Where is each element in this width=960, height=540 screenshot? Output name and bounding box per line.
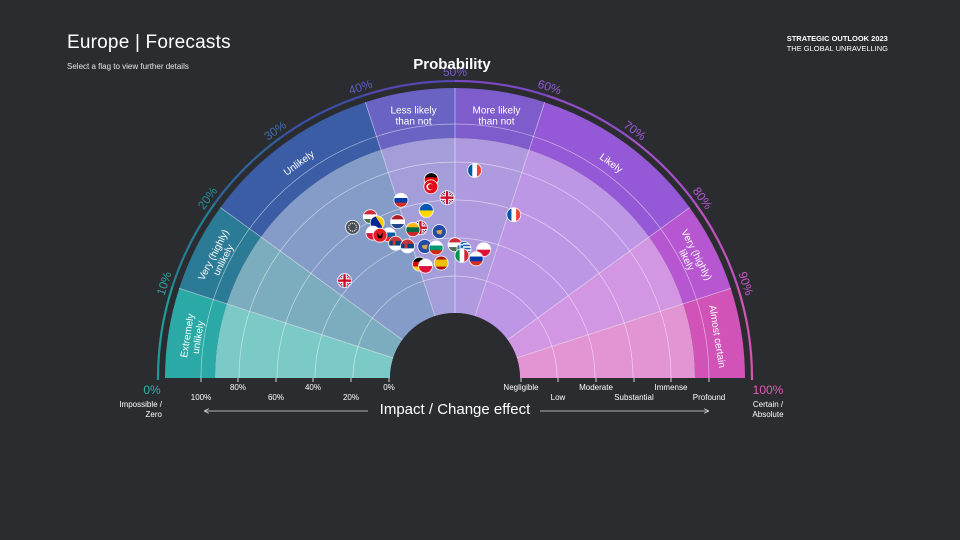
sector-label-band [683, 288, 745, 378]
impact-ring [200, 123, 710, 379]
probability-tick-label: 70% [621, 118, 649, 144]
page-subtitle: Select a flag to view further details [67, 62, 189, 71]
end-left-label-1: Impossible / [119, 400, 162, 409]
flag-markers [337, 162, 522, 289]
impact-tick-label: Immense [655, 383, 688, 392]
impact-tick-label: 60% [268, 393, 284, 402]
flag-kosovo-icon[interactable] [431, 224, 447, 240]
impact-tick-label: Substantial [614, 393, 654, 402]
impact-rings [200, 123, 710, 379]
sector-plot-area [260, 149, 435, 340]
sector-divider [220, 207, 403, 341]
page-title: Europe | Forecasts [67, 32, 231, 53]
probability-tick-label: 80% [690, 184, 716, 212]
flag-poland-icon[interactable] [476, 242, 492, 258]
end-right-label-1: Certain / [753, 400, 784, 409]
brand-block: STRATEGIC OUTLOOK 2023 THE GLOBAL UNRAVE… [787, 34, 888, 54]
impact-ring [238, 161, 672, 379]
sector-plot-area [475, 149, 650, 340]
sector-divider [179, 288, 394, 359]
impact-ring [276, 199, 634, 379]
sector-plot-area [455, 138, 530, 317]
sector-plot-area [215, 303, 394, 378]
flag-ukraine-icon[interactable] [418, 202, 434, 218]
sector-label-band [649, 207, 731, 304]
brand-line-1: STRATEGIC OUTLOOK 2023 [786, 34, 888, 43]
probability-scale-arc [213, 136, 282, 205]
flag-kosovo-icon[interactable] [417, 238, 433, 254]
flag-bulgaria-icon[interactable] [428, 240, 444, 256]
impact-tick-label: Profound [693, 393, 725, 402]
end-left-label-2: Zero [146, 410, 163, 419]
probability-scale-arc [694, 202, 739, 287]
sector-label-band [455, 88, 545, 150]
impact-tick-label: 40% [305, 383, 321, 392]
flag-turkey-icon[interactable] [423, 179, 439, 195]
sector-divider [516, 288, 731, 359]
impact-tick-label: Negligible [503, 383, 539, 392]
probability-scale-arc [546, 94, 631, 139]
flag-albania-icon[interactable] [372, 227, 388, 243]
impact-axis: 100% 80% 60% 40% 20% 0% Negligible Low ModerateS… [191, 378, 725, 402]
probability-tick-label: 30% [261, 118, 289, 144]
impact-tick-label: Moderate [579, 383, 613, 392]
flag-united-kingdom-icon[interactable] [337, 273, 352, 289]
probability-scale-arc [628, 136, 697, 205]
sector-label-band [220, 102, 381, 237]
probability-tick-label: 50% [443, 65, 467, 79]
brand-line-2: THE GLOBAL UNRAVELLING [786, 44, 888, 53]
flag-spain-icon[interactable] [433, 255, 449, 271]
sector-label: than not [478, 116, 514, 127]
end-left-percent: 0% [143, 383, 161, 397]
sector-label-band [365, 88, 455, 150]
impact-tick-label: 100% [191, 393, 211, 402]
impact-title: Impact / Change effect [380, 401, 531, 418]
end-right-label-2: Absolute [752, 410, 784, 419]
probability-tick-label: 20% [195, 184, 221, 212]
probability-scale-arc [362, 79, 456, 97]
sector-plot-area [507, 236, 684, 358]
impact-tick-label: 80% [230, 383, 246, 392]
flag-italy-icon[interactable] [454, 247, 470, 263]
flag-france-icon[interactable] [467, 162, 483, 178]
flag-united-kingdom-icon[interactable] [439, 190, 455, 206]
impact-tick-label: 20% [343, 393, 359, 402]
flag-lithuania-icon[interactable] [405, 222, 421, 238]
sector-label: Less likely [390, 105, 436, 116]
probability-scale-arc [454, 79, 548, 97]
sector-label: than not [395, 116, 431, 127]
impact-ring [352, 275, 558, 379]
sector-label-band [179, 207, 261, 304]
sector-divider [507, 207, 690, 341]
flag-eu-icon[interactable] [345, 219, 361, 235]
probability-scale-arc [279, 94, 364, 139]
probability-title: Probability [413, 56, 491, 73]
sector-divider [365, 102, 436, 317]
sector-label-band [529, 102, 690, 237]
sector-plot-area [516, 303, 695, 378]
probability-scale-arc [156, 285, 174, 379]
sector-label: More likely [473, 105, 521, 116]
flag-russia-icon[interactable] [393, 192, 409, 208]
probability-scale-arc [736, 285, 754, 379]
impact-tick-label: Low [551, 393, 566, 402]
center-hole [390, 313, 520, 378]
flag-russia-icon[interactable] [468, 251, 484, 267]
flag-france-icon[interactable] [506, 207, 522, 223]
flag-poland-icon[interactable] [418, 258, 433, 274]
sector-plot-area [226, 236, 403, 358]
sector-label: unlikely [191, 320, 207, 355]
end-right-percent: 100% [753, 383, 784, 397]
flag-serbia-icon[interactable] [400, 238, 415, 254]
sector-label-band [165, 288, 227, 378]
flag-netherlands-icon[interactable] [390, 214, 406, 230]
probability-scale-arc [171, 202, 216, 287]
impact-tick-label: 0% [383, 383, 395, 392]
